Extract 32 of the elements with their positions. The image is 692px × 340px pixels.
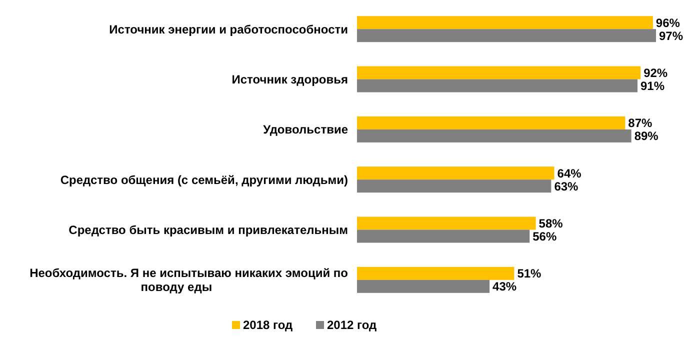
data-label: 63%	[554, 179, 579, 194]
bar	[357, 16, 653, 30]
data-label: 56%	[532, 229, 557, 244]
bar	[357, 66, 641, 80]
y-tick-label: Источник энергии и работоспособности	[109, 22, 348, 36]
data-label: 43%	[492, 280, 517, 294]
y-tick-label: Необходимость. Я не испытываю никаких эмоций по поводу еды	[30, 266, 348, 294]
bar	[357, 180, 552, 193]
bar	[357, 280, 490, 293]
data-label: 89%	[634, 129, 659, 144]
bar	[357, 216, 536, 230]
bar	[357, 116, 626, 130]
bar	[357, 79, 638, 92]
y-tick-label: Средство быть красивым и привлекательным	[68, 222, 348, 237]
bar	[357, 166, 554, 180]
data-label: 92%	[644, 66, 668, 80]
legend-label: 2012 год	[327, 318, 378, 332]
data-label: 51%	[517, 266, 542, 281]
bar	[357, 29, 656, 42]
y-tick-label: Средство общения (с семьёй, другими людьми)	[60, 172, 348, 187]
data-label: 91%	[640, 78, 665, 93]
data-label: 96%	[656, 16, 680, 30]
legend-label: 2018 год	[243, 318, 294, 332]
bar	[357, 266, 514, 280]
data-label: 64%	[557, 166, 582, 180]
bar	[357, 230, 530, 243]
y-tick-label: Удовольствие	[263, 122, 348, 137]
data-label: 58%	[538, 216, 564, 230]
data-label: 87%	[628, 116, 653, 130]
data-label: 97%	[659, 28, 684, 43]
bar	[357, 129, 632, 142]
y-tick-label: Источник здоровья	[232, 72, 348, 86]
